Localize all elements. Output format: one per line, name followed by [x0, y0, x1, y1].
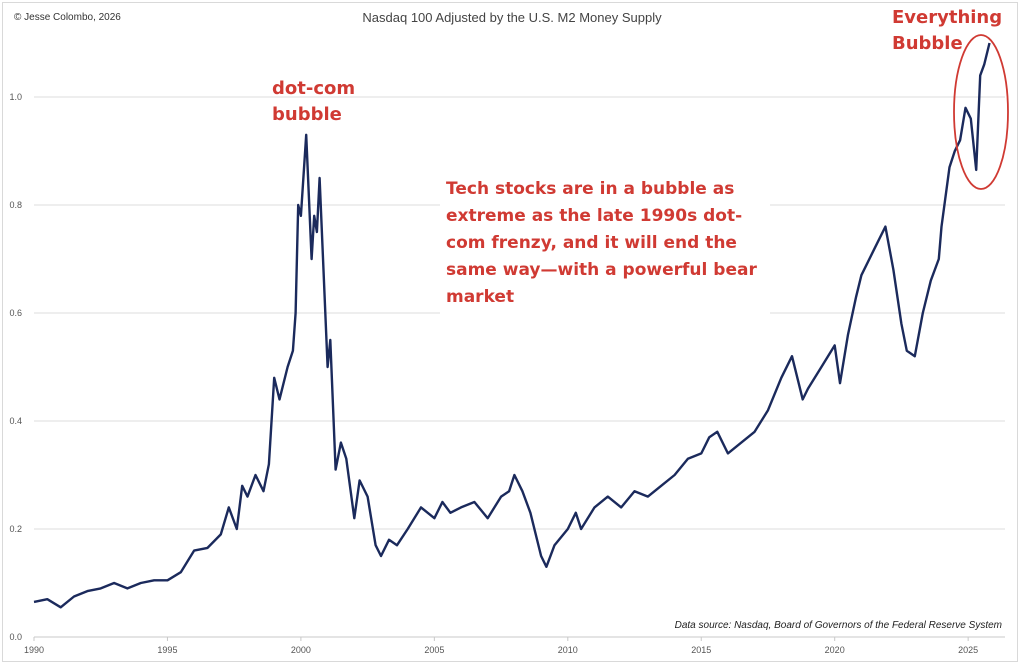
- y-tick-label: 0.4: [9, 416, 22, 426]
- copyright-credit: © Jesse Colombo, 2026: [14, 12, 121, 23]
- annotation-everything-bubble: Everything Bubble: [892, 5, 1002, 57]
- y-tick-label: 0.2: [9, 524, 22, 534]
- annotation-line: dot-com: [272, 78, 356, 99]
- annotation-line: bubble: [272, 104, 342, 125]
- everything-bubble-circle: [953, 34, 1009, 190]
- y-tick-label: 0.8: [9, 200, 22, 210]
- x-tick-label: 2020: [825, 645, 845, 655]
- chart-title: Nasdaq 100 Adjusted by the U.S. M2 Money…: [362, 10, 662, 25]
- x-tick-label: 2000: [291, 645, 311, 655]
- annotation-line: Bubble: [892, 33, 963, 54]
- y-tick-label: 0.6: [9, 308, 22, 318]
- x-tick-label: 1990: [24, 645, 44, 655]
- x-tick-label: 2005: [424, 645, 444, 655]
- x-tick-label: 2010: [558, 645, 578, 655]
- x-tick-label: 1995: [157, 645, 177, 655]
- annotation-main-text: Tech stocks are in a bubble as extreme a…: [440, 174, 770, 325]
- data-source-note: Data source: Nasdaq, Board of Governors …: [674, 620, 1002, 631]
- series-line: [33, 42, 991, 609]
- annotation-line: Everything: [892, 7, 1003, 28]
- y-tick-label: 1.0: [9, 92, 22, 102]
- annotation-dotcom-bubble: dot-com bubble: [272, 76, 355, 128]
- x-tick-label: 2025: [958, 645, 978, 655]
- y-tick-label: 0.0: [9, 632, 22, 642]
- x-tick-label: 2015: [691, 645, 711, 655]
